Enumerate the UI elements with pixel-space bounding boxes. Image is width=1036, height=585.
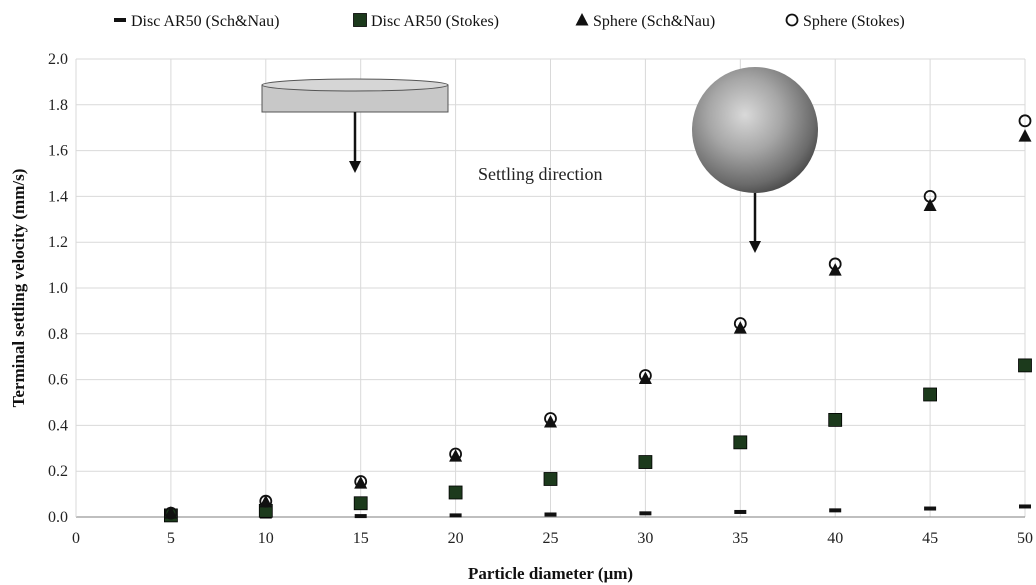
point-sphere-stokes xyxy=(449,447,463,461)
legend-label-disc-ar50-stokes: Disc AR50 (Stokes) xyxy=(371,13,499,30)
legend-marker-sphere-sch-nau xyxy=(575,13,589,26)
y-tick-label: 0.4 xyxy=(48,417,68,434)
point-sphere-stokes xyxy=(354,475,368,488)
legend-marker-disc-ar50-stokes xyxy=(353,13,367,27)
y-tick-label: 2.0 xyxy=(48,51,68,68)
disc-illustration xyxy=(261,78,449,173)
y-tick-label: 0.6 xyxy=(48,372,68,389)
y-tick-label: 1.4 xyxy=(48,188,68,205)
legend-label-disc-ar50-sch-nau: Disc AR50 (Sch&Nau) xyxy=(131,13,279,30)
point-sphere-sch-nau xyxy=(544,414,557,428)
x-tick-label: 35 xyxy=(732,530,748,547)
point-sphere-sch-nau xyxy=(259,494,273,508)
legend-marker-disc-ar50-sch-nau xyxy=(114,18,126,22)
y-tick-label: 0.0 xyxy=(48,509,68,526)
y-axis-title: Terminal settling velocity (mm/s) xyxy=(9,169,28,408)
point-sphere-stokes xyxy=(733,317,747,330)
point-sphere-stokes xyxy=(164,506,178,520)
point-disc-ar50-stokes xyxy=(448,485,463,500)
point-disc-ar50-stokes xyxy=(353,496,368,511)
x-tick-label: 5 xyxy=(167,530,175,547)
point-disc-ar50-sch-nau xyxy=(544,512,557,517)
point-sphere-sch-nau xyxy=(164,506,178,519)
point-disc-ar50-stokes xyxy=(543,472,558,486)
legend-item-sphere-stokes: Sphere (Stokes) xyxy=(785,13,905,30)
point-sphere-sch-nau xyxy=(733,321,747,334)
legend-item-disc-ar50-stokes: Disc AR50 (Stokes) xyxy=(353,13,499,30)
x-tick-label: 50 xyxy=(1017,530,1033,547)
point-sphere-stokes xyxy=(1018,114,1032,128)
x-tick-label: 30 xyxy=(637,530,653,547)
point-disc-ar50-sch-nau xyxy=(449,513,462,518)
point-disc-ar50-stokes xyxy=(638,455,653,469)
legend-marker-sphere-stokes xyxy=(785,13,799,27)
y-tick-label: 1.8 xyxy=(48,97,68,114)
point-disc-ar50-stokes xyxy=(923,387,937,402)
legend-item-sphere-sch-nau: Sphere (Sch&Nau) xyxy=(575,13,715,30)
settling-direction-label: Settling direction xyxy=(478,164,602,184)
x-tick-label: 25 xyxy=(543,530,559,547)
y-tick-label: 1.6 xyxy=(48,143,68,160)
point-disc-ar50-stokes xyxy=(1018,358,1032,373)
legend-label-sphere-sch-nau: Sphere (Sch&Nau) xyxy=(593,13,715,30)
x-tick-label: 0 xyxy=(72,530,80,547)
x-tick-label: 10 xyxy=(258,530,274,547)
illustrations: Settling direction xyxy=(261,67,818,253)
point-sphere-sch-nau xyxy=(923,198,937,212)
x-tick-label: 45 xyxy=(922,530,938,547)
x-tick-label: 20 xyxy=(448,530,464,547)
x-tick-label: 40 xyxy=(827,530,843,547)
point-sphere-stokes xyxy=(259,494,273,508)
point-disc-ar50-sch-nau xyxy=(734,509,747,514)
legend-label-sphere-stokes: Sphere (Stokes) xyxy=(803,13,905,30)
point-disc-ar50-sch-nau xyxy=(1019,504,1031,509)
grid xyxy=(76,58,1026,518)
legend: Disc AR50 (Sch&Nau) Disc AR50 (Stokes) Sph… xyxy=(114,13,905,30)
point-disc-ar50-stokes xyxy=(733,435,748,450)
point-sphere-stokes xyxy=(639,369,652,382)
point-disc-ar50-sch-nau xyxy=(924,506,937,511)
point-sphere-sch-nau xyxy=(1018,129,1032,142)
y-tick-label: 0.2 xyxy=(48,463,68,480)
data-marks xyxy=(163,114,1032,523)
sphere-illustration xyxy=(692,67,818,253)
point-sphere-stokes xyxy=(828,257,842,271)
axes: 0.0 0.2 0.4 0.6 0.8 1.0 1.2 1.4 1.6 1.8 2.0 0 5 10 15 2… xyxy=(48,51,1033,547)
point-sphere-stokes xyxy=(923,189,937,203)
point-disc-ar50-stokes xyxy=(828,413,843,427)
legend-item-disc-ar50-sch-nau: Disc AR50 (Sch&Nau) xyxy=(114,13,279,30)
point-disc-ar50-sch-nau xyxy=(354,514,367,519)
point-disc-ar50-sch-nau xyxy=(639,511,652,516)
point-disc-ar50-sch-nau xyxy=(829,508,842,513)
x-tick-label: 15 xyxy=(353,530,369,547)
point-sphere-stokes xyxy=(544,412,557,425)
y-tick-label: 1.0 xyxy=(48,280,68,297)
x-axis-title: Particle diameter (μm) xyxy=(468,564,633,583)
y-tick-label: 0.8 xyxy=(48,326,68,343)
y-tick-label: 1.2 xyxy=(48,234,68,251)
